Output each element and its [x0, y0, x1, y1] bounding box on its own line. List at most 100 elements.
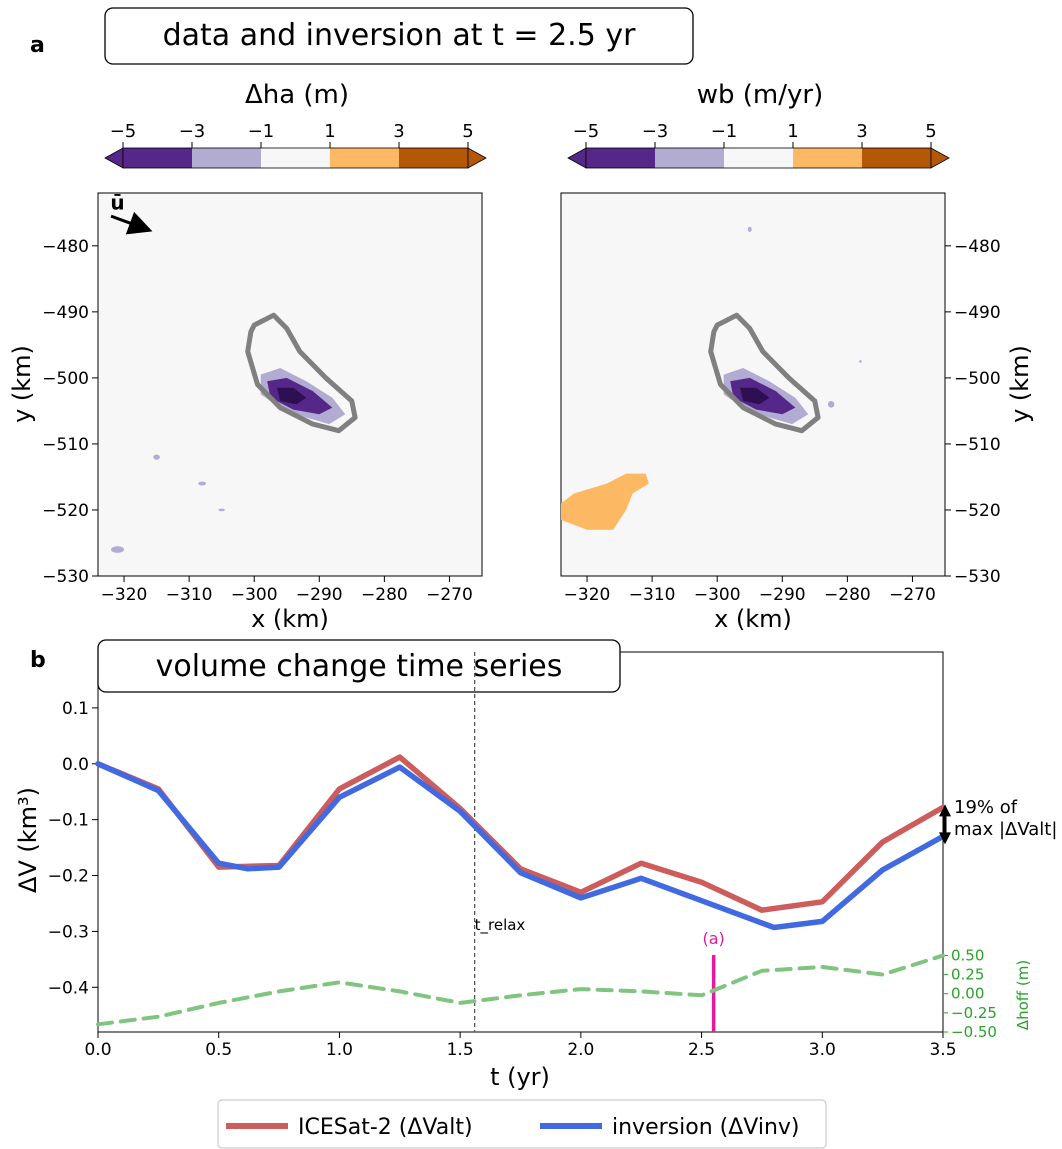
flow-arrow-label: ū: [110, 191, 124, 215]
y-axis-label: y (km): [1006, 345, 1034, 423]
annotation-line-2: max |ΔValt|: [954, 819, 1057, 840]
x-tick-label: −290: [296, 585, 343, 605]
colorbar-tick-label: 3: [393, 121, 404, 142]
colorbar-tick-label: 5: [925, 121, 936, 142]
x-tick-label: −300: [231, 585, 278, 605]
colorbar-tick-label: 1: [324, 121, 335, 142]
colorbar-extend-low: [567, 147, 587, 169]
right-y-tick-label: −0.50: [951, 1023, 997, 1041]
flow-arrow-icon: [110, 211, 153, 235]
y-tick-label: −510: [42, 435, 89, 455]
colorbar-label: Δha (m): [245, 80, 349, 110]
y-tick-label: −490: [954, 303, 1001, 323]
melt-patch: [561, 473, 649, 530]
x-tick-label: −270: [889, 585, 936, 605]
x-tick-label: 0.0: [84, 1040, 111, 1060]
panel-b-title-box: [97, 639, 621, 693]
colorbar-segment: [330, 148, 399, 168]
y-tick-label: −0.2: [48, 867, 89, 887]
right-axis-label: Δhoff (m): [1014, 960, 1032, 1030]
x-axis-label: t (yr): [490, 1063, 550, 1091]
panel-b-letter: b: [30, 648, 46, 673]
offset-series-line: [96, 953, 945, 1027]
colorbar-segment: [655, 148, 724, 168]
x-tick-label: −300: [694, 585, 741, 605]
colorbar-extend-low: [104, 147, 124, 169]
noise-speckle: [827, 401, 835, 408]
series-line: [95, 754, 946, 913]
anomaly-contour-core: [740, 387, 770, 405]
panel-a-letter: a: [30, 33, 45, 58]
colorbar-label: wb (m/yr): [697, 80, 823, 110]
colorbar-extend-high: [467, 147, 487, 169]
y-tick-label: −510: [954, 435, 1001, 455]
colorbar-segment: [192, 148, 261, 168]
snapshot-marker-label: (a): [702, 929, 724, 948]
colorbar-tick-label: 3: [856, 121, 867, 142]
colorbar-tick-label: −5: [573, 121, 600, 142]
legend-label-icesat: ICESat-2 (ΔValt): [298, 1115, 473, 1140]
panel-b-title: volume change time series: [156, 649, 563, 684]
x-tick-label: −320: [101, 585, 148, 605]
x-tick-label: −280: [824, 585, 871, 605]
y-tick-label: −520: [42, 501, 89, 521]
colorbar-tick-label: −1: [248, 121, 275, 142]
x-tick-label: 3.0: [809, 1040, 836, 1060]
legend-box: [217, 1099, 827, 1149]
y-tick-label: −500: [42, 369, 89, 389]
y-tick-label: −480: [42, 237, 89, 257]
x-tick-label: −310: [629, 585, 676, 605]
colorbar-segment: [399, 148, 468, 168]
annotation-line-1: 19% of: [954, 797, 1018, 818]
x-tick-label: −270: [426, 585, 473, 605]
y-tick-label: 0.0: [62, 755, 89, 775]
panel-a-title-box: [104, 7, 694, 65]
x-tick-label: 1.5: [447, 1040, 474, 1060]
y-tick-label: −500: [954, 369, 1001, 389]
colorbar-tick-label: −3: [179, 121, 206, 142]
right-y-tick-label: −0.25: [951, 1004, 997, 1022]
lake-outline: [708, 312, 821, 434]
colorbar-tick-label: 1: [787, 121, 798, 142]
x-tick-label: 2.5: [688, 1040, 715, 1060]
noise-speckle: [747, 226, 752, 232]
y-tick-label: −0.1: [48, 811, 89, 831]
colorbar-tick-label: −3: [642, 121, 669, 142]
arrow-down-icon: [939, 832, 951, 845]
noise-speckle: [218, 508, 225, 512]
panel-a-title: data and inversion at t = 2.5 yr: [163, 18, 637, 53]
noise-speckle: [153, 454, 160, 460]
noise-speckle: [198, 481, 207, 486]
colorbar-segment: [724, 148, 793, 168]
y-axis-label: y (km): [8, 345, 36, 423]
lake-outline: [245, 312, 358, 434]
right-y-tick-label: 0.25: [951, 966, 984, 984]
x-tick-label: 0.5: [205, 1040, 232, 1060]
colorbar-segment: [123, 148, 192, 168]
anomaly-contour-core: [277, 387, 307, 405]
noise-speckle: [859, 360, 862, 363]
arrow-up-icon: [939, 804, 951, 817]
x-tick-label: −290: [759, 585, 806, 605]
y-axis-label: ΔV (km³): [14, 787, 42, 893]
trelax-label: t_relax: [475, 916, 526, 935]
x-tick-label: −320: [564, 585, 611, 605]
timeseries-axes-frame: [97, 651, 944, 1033]
y-tick-label: −530: [42, 567, 89, 587]
colorbar-segment: [586, 148, 655, 168]
noise-speckle: [111, 546, 125, 553]
colorbar-extend-high: [930, 147, 950, 169]
x-tick-label: 1.0: [326, 1040, 353, 1060]
colorbar-segment: [793, 148, 862, 168]
colorbar-tick-label: 5: [462, 121, 473, 142]
colorbar-segment: [261, 148, 330, 168]
y-tick-label: 0.1: [62, 699, 89, 719]
colorbar-tick-label: −1: [711, 121, 738, 142]
y-tick-label: −530: [954, 567, 1001, 587]
y-tick-label: −0.3: [48, 922, 89, 942]
x-axis-label: x (km): [251, 605, 329, 633]
y-tick-label: −0.4: [48, 978, 89, 998]
right-y-tick-label: 0.00: [951, 985, 984, 1003]
right-y-tick-label: 0.50: [951, 946, 984, 964]
